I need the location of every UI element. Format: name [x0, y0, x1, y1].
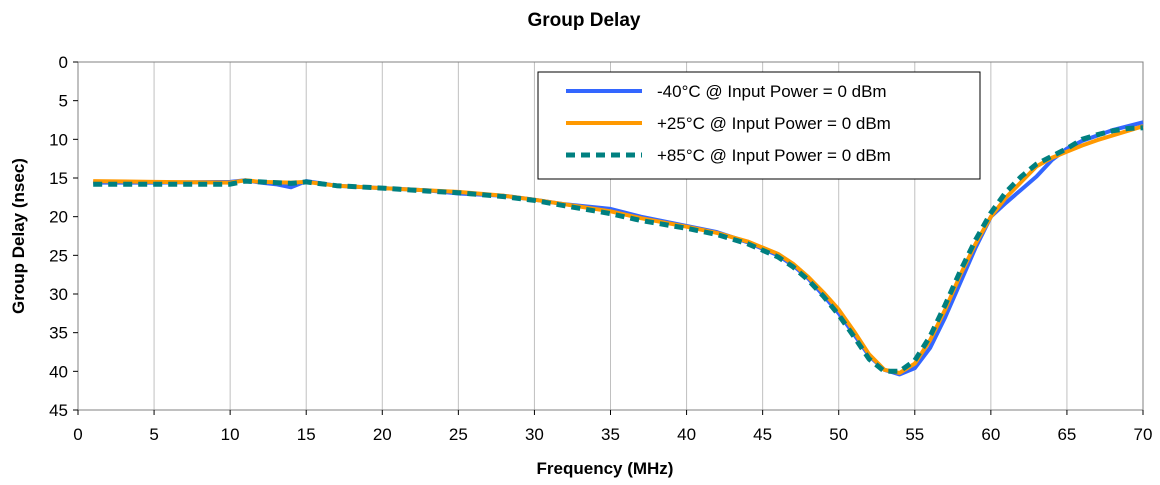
legend-label-3: +85°C @ Input Power = 0 dBm — [657, 146, 891, 165]
y-tick-label: 35 — [49, 324, 68, 343]
y-tick-label: 10 — [49, 130, 68, 149]
x-tick-label: 25 — [449, 425, 468, 444]
y-tick-label: 45 — [49, 401, 68, 420]
x-tick-label: 40 — [677, 425, 696, 444]
x-tick-label: 60 — [981, 425, 1000, 444]
y-tick-label: 5 — [59, 92, 68, 111]
x-tick-label: 50 — [829, 425, 848, 444]
legend-label-1: -40°C @ Input Power = 0 dBm — [657, 82, 887, 101]
chart-title: Group Delay — [528, 10, 641, 31]
y-tick-label: 30 — [49, 285, 68, 304]
axis-ticks: 0 5 10 15 20 25 30 35 40 45 50 55 60 65 70 0 5 10 15 20 25 30… — [49, 53, 1152, 444]
y-tick-label: 40 — [49, 362, 68, 381]
series-lines — [93, 120, 1144, 377]
x-tick-label: 55 — [905, 425, 924, 444]
x-tick-label: 70 — [1134, 425, 1153, 444]
y-tick-label: 0 — [59, 53, 68, 72]
x-tick-label: 15 — [297, 425, 316, 444]
x-tick-label: 65 — [1057, 425, 1076, 444]
x-tick-label: 20 — [373, 425, 392, 444]
y-axis-title: Group Delay (nsec) — [9, 158, 28, 314]
x-tick-label: 35 — [601, 425, 620, 444]
x-tick-label: 0 — [73, 425, 82, 444]
x-tick-label: 5 — [149, 425, 158, 444]
y-tick-label: 20 — [49, 208, 68, 227]
x-axis-title: Frequency (MHz) — [537, 459, 674, 478]
x-tick-label: 10 — [221, 425, 240, 444]
legend-label-2: +25°C @ Input Power = 0 dBm — [657, 114, 891, 133]
legend: -40°C @ Input Power = 0 dBm +25°C @ Input… — [537, 71, 981, 180]
series-line-3 — [93, 125, 1144, 374]
x-tick-label: 45 — [753, 425, 772, 444]
x-tick-label: 30 — [525, 425, 544, 444]
y-tick-label: 15 — [49, 169, 68, 188]
y-tick-label: 25 — [49, 246, 68, 265]
